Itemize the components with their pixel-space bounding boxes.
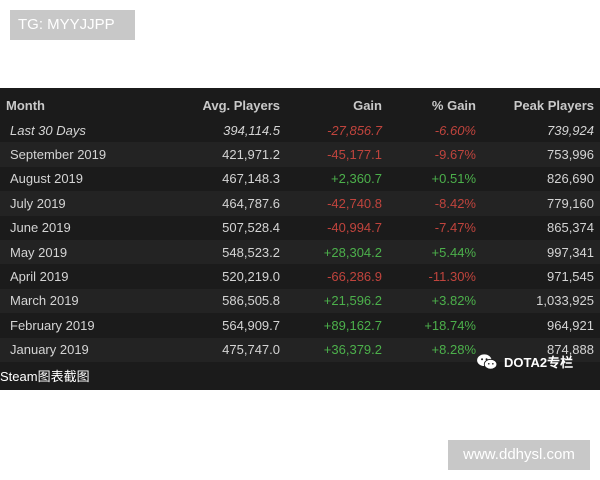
avg-players-cell: 464,787.6 (170, 191, 286, 216)
telegram-watermark: TG: MYYJJPP (10, 10, 135, 40)
gain-cell: -42,740.8 (286, 191, 388, 216)
pct-gain-cell: -11.30% (428, 269, 476, 285)
gain-cell: -45,177.1 (286, 142, 388, 167)
pct-gain-cell: +0.51% (431, 171, 476, 187)
peak-players-cell: 874,888 (482, 337, 600, 362)
month-cell: June 2019 (10, 220, 71, 236)
peak-players-cell: 826,690 (547, 171, 594, 187)
gain-cell: +28,304.2 (286, 239, 388, 265)
pct-gain-cell: +5.44% (388, 239, 482, 265)
peak-players-cell: 865,374 (547, 220, 594, 236)
month-cell: January 2019 (0, 337, 170, 362)
header-peak-players: Peak Players (513, 97, 594, 113)
table-row: August 2019 467,148.3 +2,360.7 +0.51% 826,69… (0, 167, 600, 191)
pct-gain-cell: -9.67% (388, 142, 482, 167)
gain-cell: -66,286.9 (327, 269, 382, 285)
peak-players-cell: 964,921 (547, 317, 594, 333)
avg-players-cell: 564,909.7 (222, 317, 280, 333)
month-cell: Last 30 Days (10, 122, 86, 138)
pct-gain-cell: +8.28% (388, 337, 482, 362)
steam-stats-panel: Month Avg. Players Gain % Gain Peak Play… (0, 88, 600, 390)
pct-gain-cell: -8.42% (388, 191, 482, 216)
table-header-row: Month Avg. Players Gain % Gain Peak Play… (0, 92, 600, 118)
gain-cell: -27,856.7 (327, 122, 382, 138)
table-row: July 2019 464,787.6 -42,740.8 -8.42% 779,160 (0, 191, 600, 216)
gain-cell: +2,360.7 (331, 171, 382, 187)
player-stats-table: Month Avg. Players Gain % Gain Peak Play… (0, 92, 600, 362)
table-row: March 2019 586,505.8 +21,596.2 +3.82% 1,033,… (0, 288, 600, 314)
avg-players-cell: 548,523.2 (170, 239, 286, 265)
peak-players-cell: 997,341 (482, 239, 600, 265)
table-row: February 2019 564,909.7 +89,162.7 +18.74% 96… (0, 313, 600, 337)
avg-players-cell: 467,148.3 (222, 171, 280, 187)
table-row: September 2019 421,971.2 -45,177.1 -9.67% 75… (0, 142, 600, 167)
gain-cell: +36,379.2 (286, 337, 388, 362)
avg-players-cell: 507,528.4 (222, 220, 280, 236)
avg-players-cell: 421,971.2 (170, 142, 286, 167)
avg-players-cell: 586,505.8 (170, 288, 286, 314)
table-row: June 2019 507,528.4 -40,994.7 -7.47% 865,374 (0, 216, 600, 240)
month-cell: May 2019 (0, 239, 170, 265)
avg-players-cell: 475,747.0 (170, 337, 286, 362)
avg-players-cell: 394,114.5 (223, 122, 280, 138)
month-cell: August 2019 (10, 171, 84, 187)
peak-players-cell: 753,996 (482, 142, 600, 167)
header-avg-players: Avg. Players (202, 97, 280, 113)
table-row: April 2019 520,219.0 -66,286.9 -11.30% 971,5… (0, 264, 600, 288)
table-row: January 2019 475,747.0 +36,379.2 +8.28% 874,… (0, 337, 600, 362)
month-cell: July 2019 (0, 191, 170, 216)
pct-gain-cell: -7.47% (434, 220, 476, 236)
header-pct-gain: % Gain (431, 97, 476, 113)
peak-players-cell: 779,160 (482, 191, 600, 216)
wechat-account-watermark: DOTA2专栏 (476, 352, 573, 371)
month-cell: February 2019 (10, 317, 95, 333)
gain-cell: +21,596.2 (286, 288, 388, 314)
header-gain: Gain (353, 97, 382, 113)
table-row: Last 30 Days 394,114.5 -27,856.7 -6.60% 739,… (0, 118, 600, 142)
pct-gain-cell: -6.60% (434, 122, 476, 138)
avg-players-cell: 520,219.0 (222, 269, 280, 285)
website-watermark: www.ddhysl.com (448, 440, 590, 470)
header-month: Month (6, 97, 45, 113)
month-cell: April 2019 (10, 269, 69, 285)
wechat-account-name: DOTA2专栏 (504, 355, 574, 370)
pct-gain-cell: +3.82% (388, 288, 482, 314)
peak-players-cell: 1,033,925 (482, 288, 600, 314)
wechat-icon (477, 353, 498, 370)
month-cell: September 2019 (0, 142, 170, 167)
table-row: May 2019 548,523.2 +28,304.2 +5.44% 997,341 (0, 239, 600, 265)
gain-cell: -40,994.7 (327, 220, 382, 236)
peak-players-cell: 739,924 (547, 122, 594, 138)
steam-chart-caption: Steam图表截图 (0, 369, 90, 384)
table-body: Last 30 Days 394,114.5 -27,856.7 -6.60% 739,… (0, 118, 600, 362)
peak-players-cell: 971,545 (547, 269, 594, 285)
pct-gain-cell: +18.74% (424, 317, 476, 333)
gain-cell: +89,162.7 (323, 317, 382, 333)
month-cell: March 2019 (0, 288, 170, 314)
